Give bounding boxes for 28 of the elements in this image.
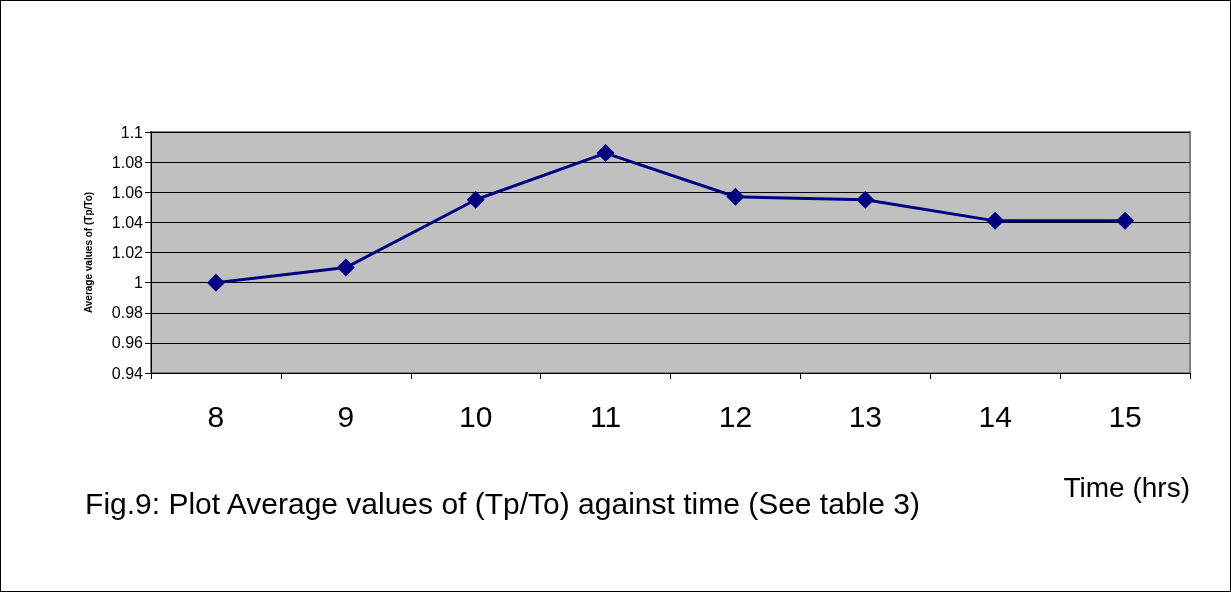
x-axis-title: Time (hrs) xyxy=(1063,471,1190,503)
y-tick-label: 1.04 xyxy=(111,213,144,231)
x-tick-label: 12 xyxy=(718,399,753,433)
x-tick-label: 10 xyxy=(459,399,493,433)
y-axis-title: Average values of (Tp/To) xyxy=(82,191,94,314)
point xyxy=(596,144,615,163)
x-tick-label: 14 xyxy=(978,399,1012,433)
y-tick-label: 1.08 xyxy=(111,153,144,171)
y-tick-label: 0.96 xyxy=(111,334,144,352)
y-tick-label: 1.06 xyxy=(111,183,144,201)
x-tick-label: 15 xyxy=(1108,399,1142,433)
point xyxy=(986,211,1005,230)
x-tick-label: 13 xyxy=(848,399,882,433)
x-tick-label: 9 xyxy=(337,399,355,433)
x-tick-label: 11 xyxy=(589,399,622,433)
point xyxy=(726,187,745,206)
y-tick-label: 0.94 xyxy=(111,364,144,382)
y-tick-label: 1.1 xyxy=(120,123,144,141)
point xyxy=(856,190,875,209)
y-tick-label: 1 xyxy=(134,274,144,292)
point xyxy=(206,273,225,292)
point xyxy=(336,258,355,277)
y-tick-label: 0.98 xyxy=(111,304,144,322)
point xyxy=(1116,211,1135,230)
y-tick-label: 1.02 xyxy=(111,244,144,261)
text: Fig.9: Plot Average values of (Tp/To) against time (See table 3) xyxy=(84,486,921,522)
x-tick-label: 8 xyxy=(207,399,225,433)
point xyxy=(466,190,485,209)
